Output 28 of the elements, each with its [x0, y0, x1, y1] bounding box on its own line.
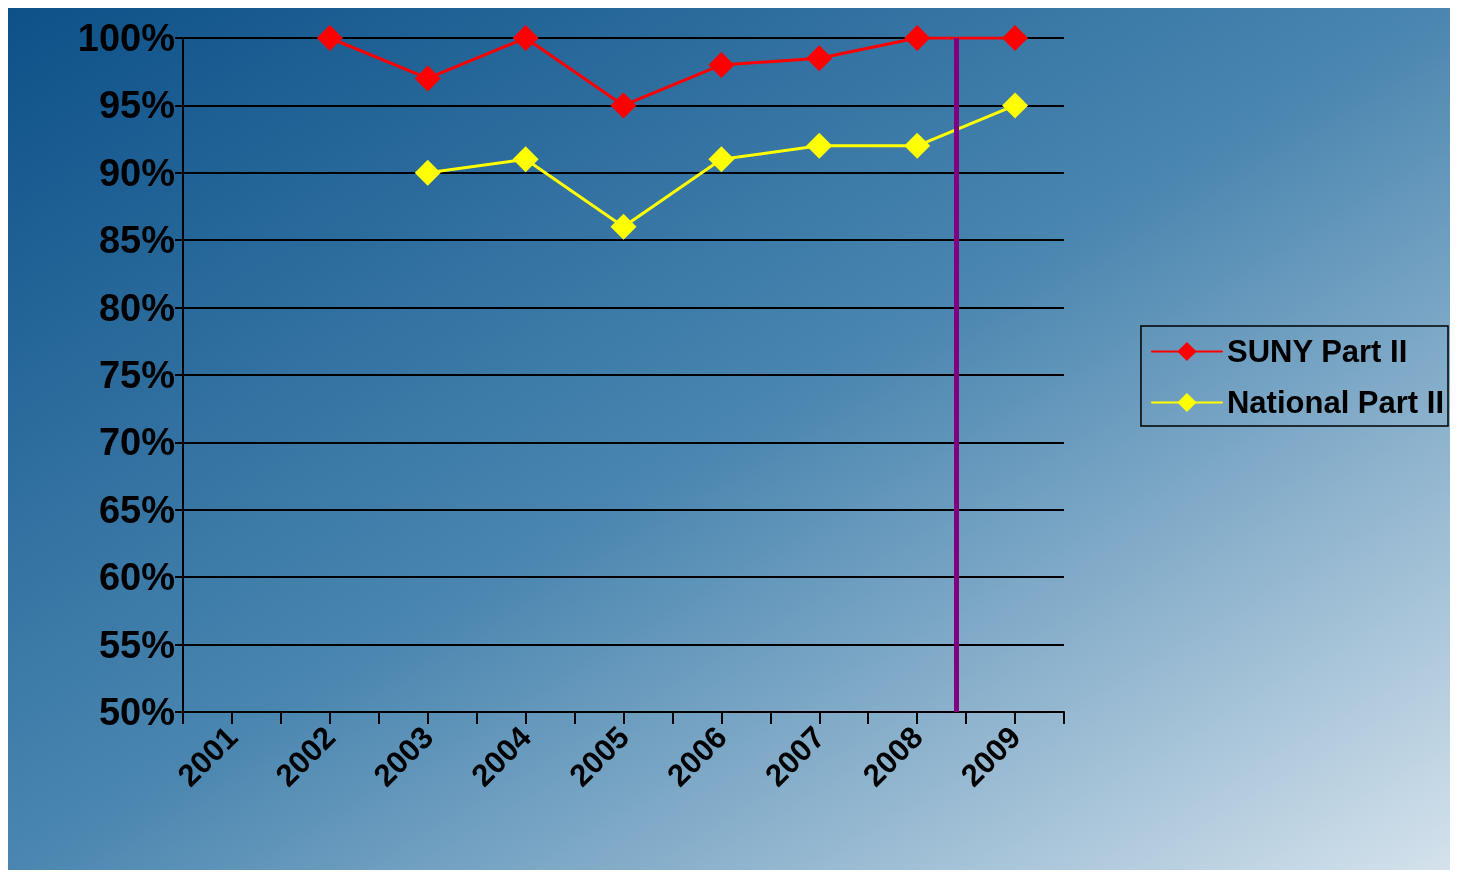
- y-tick-label: 75%: [98, 354, 175, 396]
- point: [414, 65, 441, 92]
- point: [414, 159, 441, 186]
- y-tick-label: 65%: [98, 488, 175, 531]
- point: [1002, 92, 1029, 119]
- y-tick-label: 60%: [98, 556, 175, 599]
- y-tick-label: 70%: [98, 421, 175, 464]
- legend-label: National Part II: [1226, 385, 1444, 420]
- point: [316, 25, 343, 51]
- point: [806, 132, 833, 159]
- point: [512, 146, 539, 173]
- point: [904, 132, 931, 159]
- point: [806, 45, 833, 72]
- y-tick-label: 80%: [98, 286, 175, 329]
- y-tick-label: 90%: [98, 151, 175, 194]
- point: [610, 213, 637, 240]
- point: [904, 25, 931, 51]
- legend-label: SUNY Part II: [1226, 334, 1408, 369]
- y-tick-label: 95%: [98, 84, 175, 127]
- y-tick-label: 85%: [98, 219, 175, 262]
- y-tick-label: 100%: [77, 17, 175, 59]
- y-tick-label: 55%: [98, 623, 175, 666]
- point: [610, 92, 637, 119]
- point: [512, 25, 539, 51]
- point: [1002, 25, 1029, 51]
- y-tick-label: 50%: [98, 691, 175, 733]
- point: [708, 146, 735, 173]
- point: [708, 51, 735, 78]
